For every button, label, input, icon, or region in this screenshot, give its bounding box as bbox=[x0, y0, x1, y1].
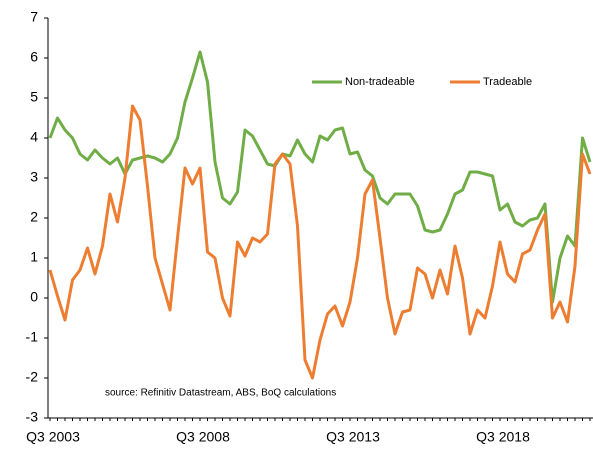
annotation: source: Refinitiv Datastream, ABS, BoQ c… bbox=[105, 388, 336, 399]
y-tick-label: 2 bbox=[30, 209, 38, 225]
x-tick-label: Q3 2003 bbox=[26, 429, 80, 445]
y-tick-label: 3 bbox=[30, 169, 38, 185]
line-series bbox=[48, 50, 592, 304]
y-tick-label: -3 bbox=[26, 409, 39, 425]
y-tick-label: 7 bbox=[30, 9, 38, 25]
legend-label: Non-tradeable bbox=[345, 76, 415, 88]
y-tick-label: 6 bbox=[30, 49, 38, 65]
y-tick-label: -2 bbox=[26, 369, 39, 385]
y-tick-label: -1 bbox=[26, 329, 39, 345]
y-tick-label: 0 bbox=[30, 289, 38, 305]
y-tick-label: 1 bbox=[30, 249, 38, 265]
x-tick-label: Q3 2008 bbox=[176, 429, 230, 445]
legend-label: Tradeable bbox=[483, 76, 532, 88]
y-tick-label: 5 bbox=[30, 89, 38, 105]
x-tick-label: Q3 2013 bbox=[326, 429, 380, 445]
x-tick-label: Q3 2018 bbox=[476, 429, 530, 445]
line-series bbox=[48, 104, 592, 380]
y-tick-label: 4 bbox=[30, 129, 38, 145]
